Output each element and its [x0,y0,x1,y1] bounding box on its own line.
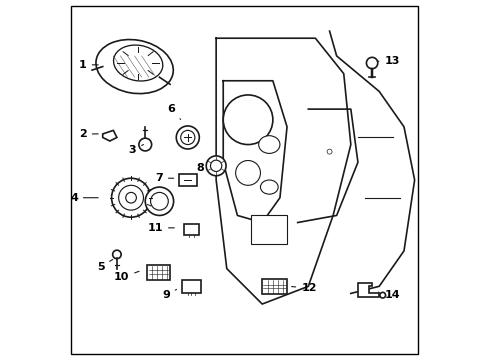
Ellipse shape [113,45,163,81]
Text: 2: 2 [79,129,98,139]
Circle shape [139,138,151,151]
Text: 7: 7 [155,173,173,183]
FancyBboxPatch shape [178,174,197,186]
Text: 14: 14 [378,290,399,300]
Circle shape [210,160,222,171]
Text: 4: 4 [70,193,98,203]
Circle shape [145,187,173,215]
Circle shape [223,95,272,145]
Circle shape [206,156,225,176]
Text: 6: 6 [167,104,180,120]
FancyBboxPatch shape [146,265,170,280]
FancyBboxPatch shape [182,280,200,293]
Polygon shape [102,130,117,141]
Text: 12: 12 [291,283,316,293]
Circle shape [125,192,136,203]
Text: 5: 5 [97,260,113,272]
Ellipse shape [96,40,173,94]
Ellipse shape [258,136,279,153]
FancyBboxPatch shape [251,215,287,244]
Ellipse shape [260,180,278,194]
Text: 10: 10 [114,271,139,283]
Text: 1: 1 [79,60,98,70]
Text: 3: 3 [128,145,143,155]
Circle shape [150,192,168,210]
Text: 8: 8 [196,163,206,172]
Text: 11: 11 [147,223,174,233]
FancyBboxPatch shape [183,224,198,235]
Ellipse shape [181,130,195,145]
Text: 13: 13 [377,56,399,66]
Circle shape [112,250,121,259]
Circle shape [119,185,143,210]
Circle shape [379,292,385,298]
Circle shape [326,149,331,154]
FancyBboxPatch shape [262,279,287,294]
Text: 9: 9 [162,289,176,300]
Circle shape [235,161,260,185]
Ellipse shape [176,126,199,149]
Polygon shape [357,283,378,297]
Circle shape [111,178,150,217]
Circle shape [366,57,377,69]
